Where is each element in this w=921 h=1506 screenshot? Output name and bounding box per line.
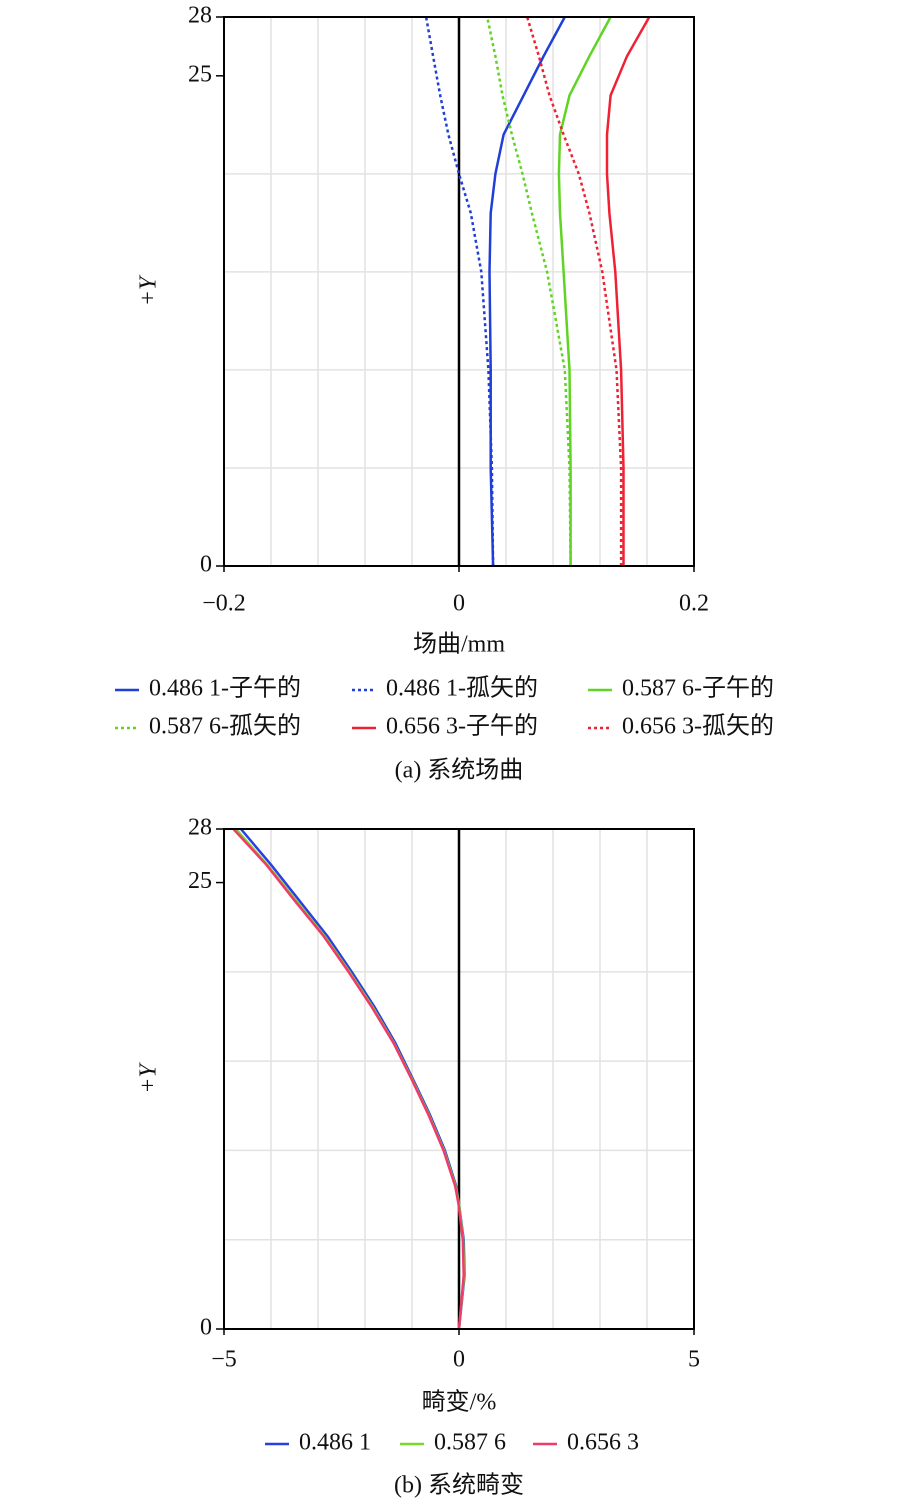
y-axis-label: +Y <box>136 1062 162 1094</box>
plot-frame <box>223 16 695 567</box>
legend-label: 0.486 1-子午的 <box>149 675 301 702</box>
series-line <box>239 828 466 1330</box>
x-tick-label: 0 <box>453 591 465 617</box>
y-tick-label: 25 <box>188 868 212 894</box>
series-line <box>234 828 466 1330</box>
series-line <box>605 16 651 566</box>
y-tick-label: 28 <box>188 3 212 29</box>
series-line <box>488 16 566 567</box>
legend-label: 0.587 6-孤矢的 <box>149 713 301 740</box>
series-line <box>526 16 623 566</box>
x-tick-label: −5 <box>211 1347 237 1373</box>
series-line <box>557 16 612 566</box>
x-tick-label: −0.2 <box>202 591 246 617</box>
x-axis-label: 场曲/mm <box>413 631 505 658</box>
legend-label: 0.587 6 <box>434 1430 506 1456</box>
y-tick-label: 0 <box>200 1315 212 1341</box>
legend-label: 0.486 1 <box>299 1430 371 1456</box>
x-tick-label: 5 <box>688 1347 700 1373</box>
legend-label: 0.587 6-子午的 <box>622 675 774 702</box>
y-axis-label: +Y <box>136 274 162 306</box>
legend-label: 0.656 3-孤矢的 <box>622 713 774 740</box>
legend-label: 0.656 3 <box>567 1430 639 1456</box>
legend-label: 0.486 1-孤矢的 <box>386 675 538 702</box>
y-tick-label: 25 <box>188 61 212 87</box>
caption: (a) 系统场曲 <box>395 757 524 784</box>
x-axis-label: 畸变/% <box>422 1389 497 1416</box>
series-line <box>424 16 495 567</box>
legend-label: 0.656 3-子午的 <box>386 713 538 740</box>
series-line <box>485 16 572 567</box>
x-tick-label: 0 <box>453 1347 465 1373</box>
plot-frame <box>223 828 695 1330</box>
y-tick-label: 0 <box>200 552 212 578</box>
x-tick-label: 0.2 <box>679 591 709 617</box>
caption: (b) 系统畸变 <box>394 1472 524 1499</box>
y-tick-label: 28 <box>188 815 212 841</box>
series-line <box>232 828 465 1330</box>
